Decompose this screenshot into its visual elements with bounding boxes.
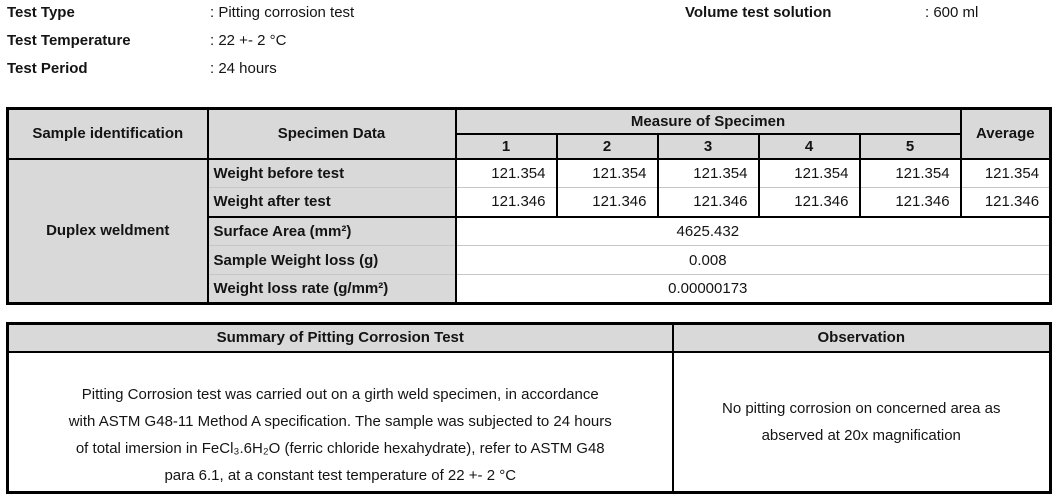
observation-text: No pitting corrosion on concerned area a… [674, 395, 1050, 449]
header-specimen-4: 4 [758, 133, 861, 159]
header-summary: Summary of Pitting Corrosion Test [7, 323, 674, 353]
row-label-surface-area: Surface Area (mm²) [207, 215, 457, 246]
specimen-value: 121.354 [556, 157, 659, 188]
test-type-label: Test Type [7, 4, 75, 21]
specimen-value: 121.354 [758, 157, 861, 188]
summary-line: Pitting Corrosion test was carried out o… [81, 385, 599, 403]
surface-area-value: 4625.432 [455, 215, 1051, 246]
row-label-weight-after: Weight after test [207, 187, 457, 217]
summary-line: para 6.1, at a constant test temperature… [164, 466, 517, 484]
sample-id-cell: Duplex weldment [7, 157, 209, 304]
specimen-value: 121.346 [758, 187, 861, 217]
summary-line: of total imersion in FeCl₃.6H₂O (ferric … [75, 439, 605, 457]
specimen-value: 121.346 [455, 187, 558, 217]
observation-line: No pitting corrosion on concerned area a… [722, 399, 1001, 417]
summary-table: Summary of Pitting Corrosion Test Observ… [6, 322, 1052, 494]
row-label-weight-before: Weight before test [207, 157, 457, 188]
specimen-value: 121.354 [657, 157, 760, 188]
header-average: Average [960, 108, 1051, 159]
observation-text-cell: No pitting corrosion on concerned area a… [673, 352, 1051, 493]
observation-line: abserved at 20x magnification [761, 426, 961, 444]
specimen-value: 121.346 [657, 187, 760, 217]
header-specimen-3: 3 [657, 133, 760, 159]
specimen-value: 121.346 [859, 187, 962, 217]
header-specimen-data: Specimen Data [207, 108, 457, 159]
test-temperature-label: Test Temperature [7, 32, 131, 49]
sample-weight-loss-value: 0.008 [455, 245, 1051, 275]
volume-test-solution-label: Volume test solution [685, 4, 832, 21]
row-label-sample-weight-loss: Sample Weight loss (g) [207, 245, 457, 275]
header-measure-of-specimen: Measure of Specimen [455, 108, 962, 135]
row-label-weight-loss-rate: Weight loss rate (g/mm²) [207, 274, 457, 304]
header-observation: Observation [672, 323, 1051, 353]
specimen-value: 121.346 [556, 187, 659, 217]
weight-loss-rate-value: 0.00000173 [455, 274, 1051, 304]
header-specimen-5: 5 [859, 133, 962, 159]
average-value: 121.346 [960, 187, 1051, 217]
header-sample-identification: Sample identification [7, 108, 209, 159]
test-temperature-value: : 22 +- 2 °C [210, 32, 287, 49]
results-table: Sample identification Specimen Data Meas… [6, 107, 1053, 305]
summary-line: with ASTM G48-11 Method A specification.… [68, 412, 612, 430]
summary-text-cell: Pitting Corrosion test was carried out o… [7, 351, 674, 493]
test-type-value: : Pitting corrosion test [210, 4, 355, 21]
header-specimen-1: 1 [455, 133, 558, 159]
test-period-value: : 24 hours [210, 60, 277, 77]
test-period-label: Test Period [7, 60, 88, 77]
specimen-value: 121.354 [859, 157, 962, 188]
specimen-value: 121.354 [455, 157, 558, 188]
summary-text: Pitting Corrosion test was carried out o… [9, 355, 671, 489]
average-value: 121.354 [960, 157, 1051, 188]
header-specimen-2: 2 [556, 133, 659, 159]
volume-test-solution-value: : 600 ml [925, 4, 979, 21]
